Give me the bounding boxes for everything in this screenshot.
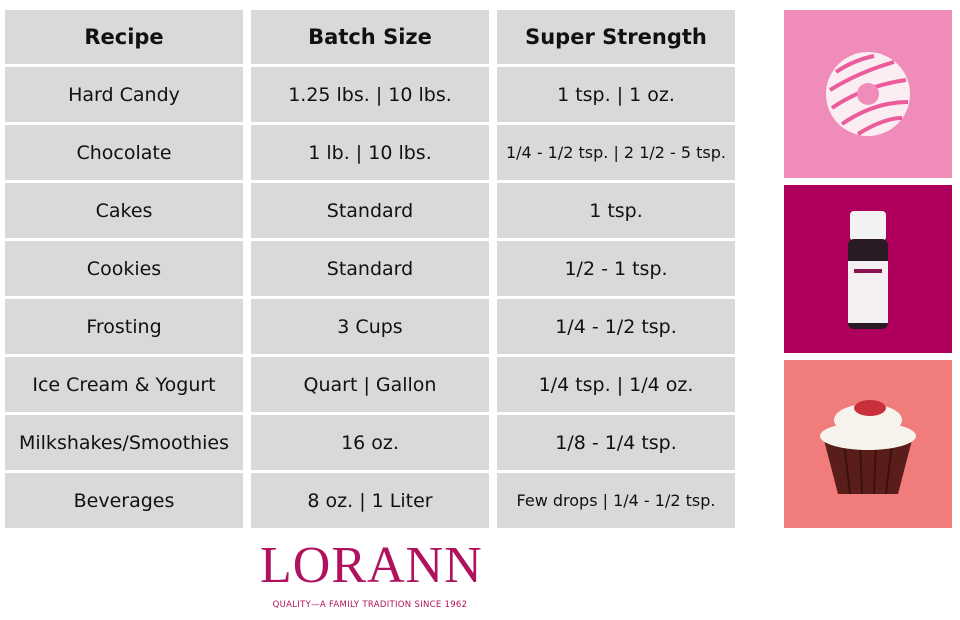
table-cell: 1 lb. | 10 lbs. xyxy=(251,125,489,180)
table-cell: Ice Cream & Yogurt xyxy=(5,357,243,412)
table-cell: 1 tsp. xyxy=(497,183,735,238)
table-cell: 1.25 lbs. | 10 lbs. xyxy=(251,67,489,122)
table-cell: 8 oz. | 1 Liter xyxy=(251,473,489,528)
table-cell: Standard xyxy=(251,241,489,296)
table-cell: Quart | Gallon xyxy=(251,357,489,412)
donut-image xyxy=(784,10,952,178)
table-cell: Hard Candy xyxy=(5,67,243,122)
table-cell: 1/8 - 1/4 tsp. xyxy=(497,415,735,470)
table-cell: Chocolate xyxy=(5,125,243,180)
table-cell: Cookies xyxy=(5,241,243,296)
bottle-image xyxy=(784,185,952,353)
table-cell: 1/4 tsp. | 1/4 oz. xyxy=(497,357,735,412)
header-cell: Batch Size xyxy=(251,10,489,64)
table-cell: Standard xyxy=(251,183,489,238)
table-cell: 3 Cups xyxy=(251,299,489,354)
table-cell: 1/2 - 1 tsp. xyxy=(497,241,735,296)
table-cell: Few drops | 1/4 - 1/2 tsp. xyxy=(497,473,735,528)
logo-name: LORANN xyxy=(260,537,483,594)
table-cell: Beverages xyxy=(5,473,243,528)
table-cell: 1/4 - 1/2 tsp. xyxy=(497,299,735,354)
header-cell: Recipe xyxy=(5,10,243,64)
table-cell: Milkshakes/Smoothies xyxy=(5,415,243,470)
cupcake-image xyxy=(784,360,952,528)
table-cell: 1 tsp. | 1 oz. xyxy=(497,67,735,122)
table-cell: Cakes xyxy=(5,183,243,238)
table-cell: 16 oz. xyxy=(251,415,489,470)
table-cell: 1/4 - 1/2 tsp. | 2 1/2 - 5 tsp. xyxy=(497,125,735,180)
logo-tagline: QUALITY—A FAMILY TRADITION SINCE 1962 xyxy=(272,600,468,610)
table-cell: Frosting xyxy=(5,299,243,354)
logo: LORANN QUALITY—A FAMILY TRADITION SINCE … xyxy=(260,536,483,610)
header-cell: Super Strength xyxy=(497,10,735,64)
